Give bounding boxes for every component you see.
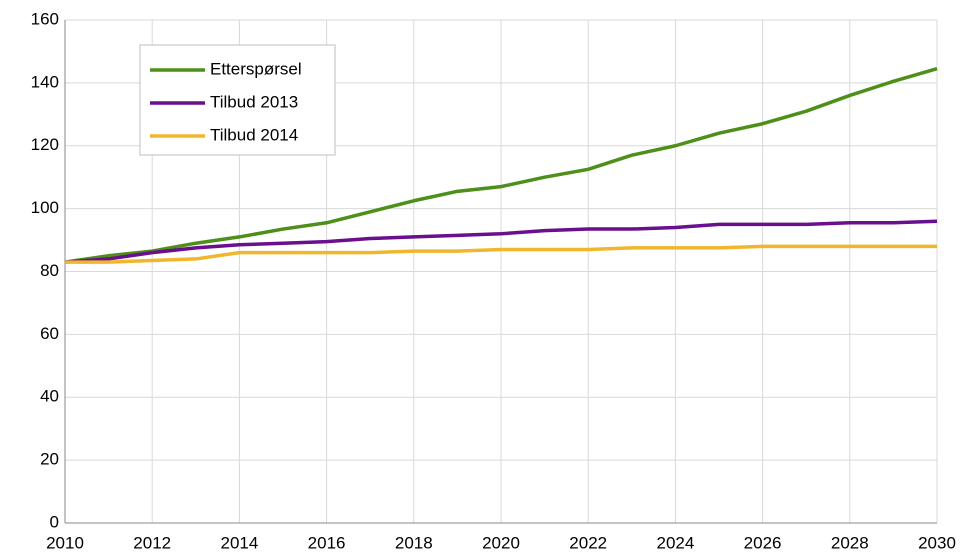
x-tick-label: 2010 [46,533,84,552]
series-line [65,244,937,264]
x-tick-label: 2022 [569,533,607,552]
legend-label: Tilbud 2013 [210,92,298,111]
y-tick-label: 40 [40,387,59,406]
y-tick-label: 100 [31,198,59,217]
y-tick-label: 120 [31,135,59,154]
x-tick-label: 2024 [656,533,694,552]
x-tick-label: 2028 [831,533,869,552]
x-tick-label: 2018 [395,533,433,552]
x-tick-label: 2012 [133,533,171,552]
x-tick-label: 2020 [482,533,520,552]
y-tick-label: 60 [40,324,59,343]
series-line [64,67,938,264]
series-line [64,219,938,264]
x-tick-label: 2016 [308,533,346,552]
x-tick-label: 2026 [744,533,782,552]
x-tick-label: 2014 [220,533,258,552]
legend-label: Etterspørsel [210,59,302,78]
y-tick-label: 160 [31,9,59,28]
y-tick-label: 20 [40,450,59,469]
legend-label: Tilbud 2014 [210,125,298,144]
x-tick-label: 2030 [918,533,956,552]
y-tick-label: 80 [40,261,59,280]
y-tick-label: 140 [31,72,59,91]
y-tick-label: 0 [50,512,59,531]
